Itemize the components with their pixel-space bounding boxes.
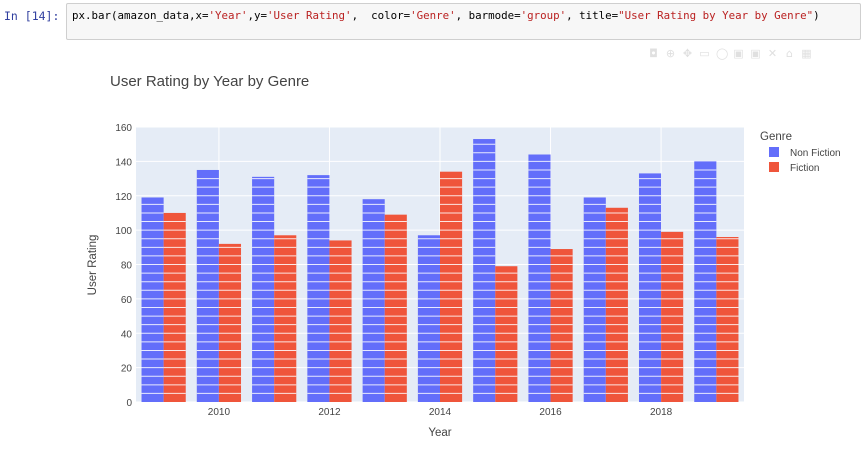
- bar-fiction[interactable]: [440, 171, 463, 402]
- x-tick-label: 2010: [208, 407, 231, 418]
- zoom-icon[interactable]: ⊕: [665, 47, 676, 60]
- x-tick-label: 2014: [429, 407, 452, 418]
- code-string-literal: 'group': [520, 9, 567, 22]
- bar-non-fiction[interactable]: [252, 176, 275, 402]
- y-tick-label: 40: [121, 329, 133, 340]
- bar-fiction[interactable]: [605, 207, 628, 402]
- autoscale-icon[interactable]: ✕: [767, 47, 778, 60]
- bar-non-fiction[interactable]: [362, 199, 385, 402]
- code-token: , title=: [566, 9, 619, 22]
- y-axis-title: User Rating: [87, 235, 99, 296]
- legend-item[interactable]: Fiction: [769, 162, 819, 174]
- legend-title: Genre: [760, 131, 792, 143]
- bar-fiction[interactable]: [550, 249, 573, 402]
- legend-label: Non Fiction: [790, 148, 841, 159]
- bar-non-fiction[interactable]: [528, 154, 551, 403]
- bar-non-fiction[interactable]: [307, 175, 330, 402]
- plotly-logo-icon[interactable]: ▦: [801, 47, 812, 60]
- bar-fiction[interactable]: [384, 214, 407, 402]
- y-tick-label: 80: [121, 261, 133, 272]
- chart-title: User Rating by Year by Genre: [110, 73, 309, 90]
- code-string-literal: "User Rating by Year by Genre": [618, 9, 814, 22]
- legend[interactable]: Genre Non Fiction Fiction: [760, 131, 841, 174]
- code-token: px.bar(amazon_data,x=: [72, 9, 209, 22]
- modebar: ◘ ⊕ ✥ ▭ ◯ ▣ ▣ ✕ ⌂ ▦: [648, 48, 812, 64]
- camera-icon[interactable]: ◘: [649, 47, 658, 60]
- bar-fiction[interactable]: [329, 240, 352, 402]
- pan-icon[interactable]: ✥: [682, 47, 693, 60]
- x-tick-label: 2018: [650, 407, 673, 418]
- code-string-literal: 'Year': [208, 9, 248, 22]
- bar-fiction[interactable]: [274, 235, 297, 402]
- bar-non-fiction[interactable]: [417, 235, 440, 402]
- bar-fiction[interactable]: [163, 212, 186, 402]
- cell-prompt: In [14]:: [4, 9, 60, 23]
- lasso-icon[interactable]: ◯: [716, 47, 729, 60]
- bar-fiction[interactable]: [495, 266, 518, 402]
- code-token: ,y=: [247, 9, 268, 22]
- code-string-literal: 'Genre': [410, 9, 456, 22]
- bar-non-fiction[interactable]: [694, 161, 717, 402]
- code-cell[interactable]: px.bar(amazon_data,x='Year',y='User Rati…: [66, 3, 861, 40]
- zoom-out-icon[interactable]: ▣: [750, 47, 761, 60]
- bar-non-fiction[interactable]: [196, 169, 219, 402]
- bar-non-fiction[interactable]: [583, 197, 606, 402]
- x-tick-label: 2016: [539, 407, 562, 418]
- box-select-icon[interactable]: ▭: [699, 47, 710, 60]
- bar-fiction[interactable]: [716, 237, 739, 402]
- code-token: , color=: [351, 9, 411, 22]
- x-axis-title: Year: [428, 427, 451, 439]
- bar-fiction[interactable]: [218, 243, 242, 402]
- bar-non-fiction[interactable]: [141, 197, 164, 402]
- code-string-literal: 'User Rating': [267, 9, 352, 22]
- y-tick-label: 160: [115, 123, 132, 134]
- legend-label: Fiction: [790, 163, 819, 174]
- bar-fiction[interactable]: [661, 231, 684, 402]
- bar-non-fiction[interactable]: [638, 173, 662, 402]
- y-tick-label: 140: [115, 157, 132, 168]
- code-token: ): [813, 9, 820, 22]
- zoom-in-icon[interactable]: ▣: [733, 47, 744, 60]
- legend-swatch: [769, 162, 779, 172]
- x-tick-label: 2012: [318, 407, 341, 418]
- y-tick-label: 60: [121, 295, 133, 306]
- code-text[interactable]: px.bar(amazon_data,x='Year',y='User Rati…: [72, 9, 820, 22]
- legend-item[interactable]: Non Fiction: [769, 147, 841, 159]
- code-token: , barmode=: [455, 9, 521, 22]
- legend-swatch: [769, 147, 779, 157]
- reset-axes-icon[interactable]: ⌂: [786, 47, 793, 60]
- bar-non-fiction[interactable]: [473, 139, 496, 402]
- y-tick-label: 100: [115, 226, 132, 237]
- y-tick-label: 0: [126, 398, 132, 409]
- y-tick-label: 120: [115, 192, 132, 203]
- y-tick-label: 20: [121, 364, 133, 375]
